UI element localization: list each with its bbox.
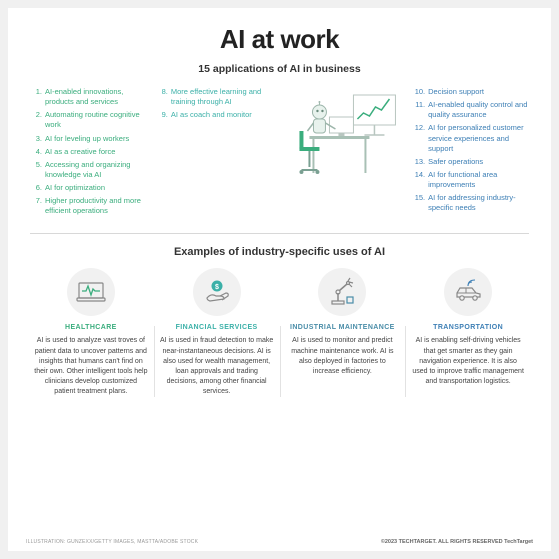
list-text: Higher productivity and more efficient o… xyxy=(45,196,146,216)
footer-credit: ILLUSTRATION: GUNZEXX/GETTY IMAGES, MAST… xyxy=(26,539,198,545)
transportation-icon xyxy=(444,268,492,316)
list-text: AI for leveling up workers xyxy=(45,134,129,144)
card-text: AI is used in fraud detection to make ne… xyxy=(160,336,274,397)
list-num: 8. xyxy=(156,87,168,107)
industrial-icon xyxy=(318,268,366,316)
list-num: 11. xyxy=(413,100,425,120)
robot-desk-illustration xyxy=(276,87,403,187)
list-num: 9. xyxy=(156,110,168,120)
list-num: 15. xyxy=(413,193,425,213)
list-column-3: 10.Decision support 11.AI-enabled qualit… xyxy=(413,87,529,219)
list-text: Decision support xyxy=(428,87,484,97)
section-divider xyxy=(30,233,529,234)
list-num: 4. xyxy=(30,147,42,157)
healthcare-icon xyxy=(67,268,115,316)
card-text: AI is enabling self-driving vehicles tha… xyxy=(411,336,525,387)
card-title: TRANSPORTATION xyxy=(411,324,525,331)
list-num: 14. xyxy=(413,170,425,190)
applications-row: 1.AI-enabled innovations, products and s… xyxy=(26,87,533,219)
list-column-2: 8.More effective learning and training t… xyxy=(156,87,266,219)
list-column-1: 1.AI-enabled innovations, products and s… xyxy=(30,87,146,219)
list-num: 7. xyxy=(30,196,42,216)
list-text: AI-enabled innovations, products and ser… xyxy=(45,87,146,107)
card-title: INDUSTRIAL MAINTENANCE xyxy=(286,324,400,331)
subtitle: 15 applications of AI in business xyxy=(26,63,533,75)
card-title: HEALTHCARE xyxy=(34,324,148,331)
list-num: 3. xyxy=(30,134,42,144)
financial-icon: $ xyxy=(193,268,241,316)
list-text: Automating routine cognitive work xyxy=(45,110,146,130)
main-title: AI at work xyxy=(26,24,533,55)
footer-copyright: ©2023 TECHTARGET. ALL RIGHTS RESERVED Te… xyxy=(381,539,533,545)
list-text: AI for functional area improvements xyxy=(428,170,529,190)
industry-cards: HEALTHCARE AI is used to analyze vast tr… xyxy=(26,268,533,397)
list-text: AI as a creative force xyxy=(45,147,115,157)
card-text: AI is used to monitor and predict machin… xyxy=(286,336,400,377)
list-text: AI-enabled quality control and quality a… xyxy=(428,100,529,120)
list-text: AI for optimization xyxy=(45,183,105,193)
list-num: 13. xyxy=(413,157,425,167)
card-transportation: TRANSPORTATION AI is enabling self-drivi… xyxy=(405,268,531,397)
list-text: AI as coach and monitor xyxy=(171,110,252,120)
card-title: FINANCIAL SERVICES xyxy=(160,324,274,331)
list-num: 12. xyxy=(413,123,425,153)
list-num: 10. xyxy=(413,87,425,97)
list-text: Accessing and organizing knowledge via A… xyxy=(45,160,146,180)
examples-title: Examples of industry-specific uses of AI xyxy=(26,246,533,258)
svg-text:$: $ xyxy=(215,284,219,291)
list-num: 1. xyxy=(30,87,42,107)
card-text: AI is used to analyze vast troves of pat… xyxy=(34,336,148,397)
card-financial: $ FINANCIAL SERVICES AI is used in fraud… xyxy=(154,268,280,397)
card-industrial: INDUSTRIAL MAINTENANCE AI is used to mon… xyxy=(280,268,406,397)
infographic-page: AI at work 15 applications of AI in busi… xyxy=(8,8,551,551)
list-text: More effective learning and training thr… xyxy=(171,87,266,107)
list-text: AI for addressing industry-specific need… xyxy=(428,193,529,213)
list-num: 6. xyxy=(30,183,42,193)
list-num: 2. xyxy=(30,110,42,130)
list-text: AI for personalized customer service exp… xyxy=(428,123,529,153)
card-healthcare: HEALTHCARE AI is used to analyze vast tr… xyxy=(28,268,154,397)
list-num: 5. xyxy=(30,160,42,180)
list-text: Safer operations xyxy=(428,157,483,167)
